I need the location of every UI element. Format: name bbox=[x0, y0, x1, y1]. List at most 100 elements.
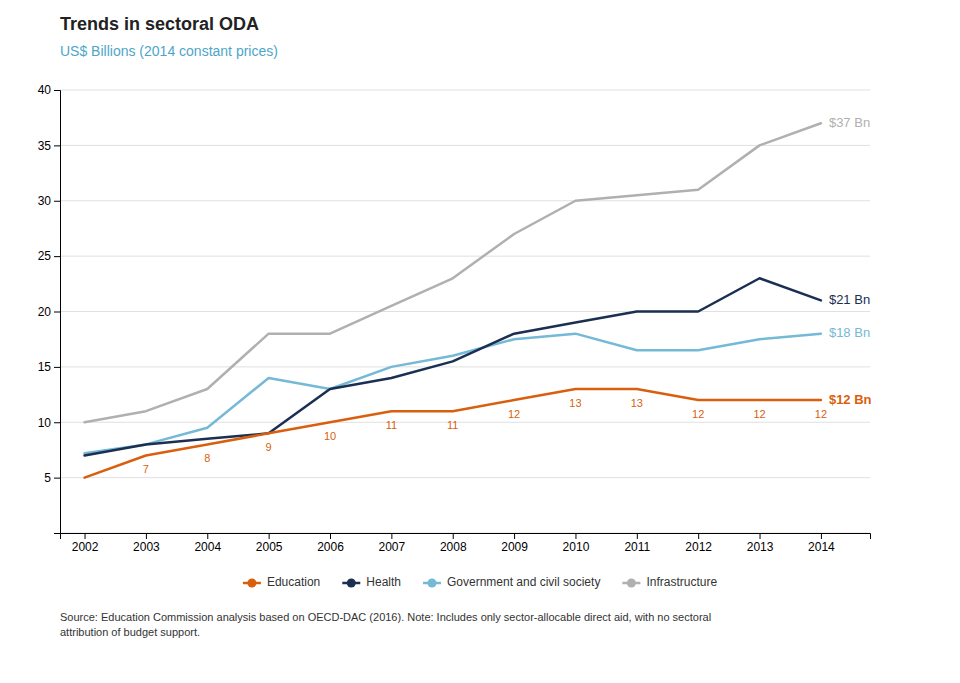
legend-label: Government and civil society bbox=[447, 575, 600, 589]
x-tick-mark bbox=[85, 533, 86, 539]
x-tick-label: 2005 bbox=[256, 540, 283, 554]
x-tick-label: 2003 bbox=[133, 540, 160, 554]
x-tick-label: 2010 bbox=[563, 540, 590, 554]
plot: 2002200320042005200620072008200920102011… bbox=[38, 83, 872, 553]
legend-label: Health bbox=[366, 575, 401, 589]
legend-item: Infrastructure bbox=[622, 575, 717, 589]
x-tick-mark bbox=[330, 533, 331, 539]
y-tick-mark bbox=[54, 90, 60, 91]
grid-line bbox=[60, 145, 870, 146]
x-tick-label: 2007 bbox=[379, 540, 406, 554]
y-tick-mark bbox=[54, 201, 60, 202]
lines bbox=[85, 123, 821, 477]
x-tick: 2006 bbox=[317, 533, 344, 554]
x-tick-mark bbox=[453, 533, 454, 539]
y-tick-label: 15 bbox=[38, 360, 52, 374]
title: Trends in sectoral ODA bbox=[60, 14, 259, 34]
y-tick-mark bbox=[54, 478, 60, 479]
y-tick: 15 bbox=[38, 360, 60, 374]
y-axis: 5 10 15 20 25 30 35 40 bbox=[38, 83, 61, 533]
grid-line bbox=[60, 200, 870, 201]
x-tick-label: 2014 bbox=[808, 540, 835, 554]
x-tick-mark bbox=[637, 533, 638, 539]
x-tick: 2011 bbox=[624, 533, 650, 554]
x-tick-label: 2002 bbox=[72, 540, 99, 554]
data-label: 11 bbox=[386, 419, 397, 431]
y-tick-mark bbox=[54, 533, 60, 534]
end-label: $12 Bn bbox=[829, 392, 872, 407]
data-label: 12 bbox=[815, 408, 827, 420]
y-tick-label: 20 bbox=[38, 305, 52, 319]
legend-label: Education bbox=[267, 575, 320, 589]
data-label: 12 bbox=[692, 408, 704, 420]
grid bbox=[60, 90, 870, 533]
data-label: 13 bbox=[569, 397, 581, 409]
legend-label: Infrastructure bbox=[646, 575, 717, 589]
x-tick-mark bbox=[146, 533, 147, 539]
x-tick: 2005 bbox=[256, 533, 283, 554]
y-tick-label: 30 bbox=[38, 194, 52, 208]
x-tick-label: 2006 bbox=[317, 540, 344, 554]
x-tick: 2003 bbox=[133, 533, 160, 554]
data-label: 7 bbox=[143, 463, 149, 475]
subtitle: US$ Billions (2014 constant prices) bbox=[60, 43, 278, 59]
data-label: 12 bbox=[753, 408, 765, 420]
x-tick-mark bbox=[391, 533, 392, 539]
series-line bbox=[85, 334, 821, 454]
y-tick bbox=[54, 533, 60, 534]
x-tick-mark bbox=[207, 533, 208, 539]
x-tick: 2013 bbox=[747, 533, 774, 554]
source-line: attribution of budget support. bbox=[60, 626, 200, 638]
annotations: $12 Bn $21 Bn $18 Bn $37 Bn bbox=[829, 115, 872, 407]
legend-swatch-dot bbox=[427, 579, 436, 588]
x-tick: 2014 bbox=[808, 533, 835, 554]
series-line bbox=[85, 389, 821, 478]
grid-line bbox=[60, 366, 870, 367]
x-tick: 2008 bbox=[440, 533, 467, 554]
y-tick-label: 10 bbox=[38, 416, 52, 430]
legend-swatch-dot bbox=[627, 579, 636, 588]
x-tick-label: 2008 bbox=[440, 540, 467, 554]
y-tick: 10 bbox=[38, 416, 60, 430]
y-tick: 5 bbox=[44, 471, 60, 485]
x-tick-mark bbox=[821, 533, 822, 539]
y-tick: 30 bbox=[38, 194, 60, 208]
legend-item: Education bbox=[243, 575, 320, 589]
grid-line bbox=[60, 90, 870, 91]
y-tick-mark bbox=[54, 145, 60, 146]
y-tick: 35 bbox=[38, 139, 60, 153]
x-tick: 2007 bbox=[379, 533, 406, 554]
legend-swatch-dot bbox=[347, 579, 356, 588]
x-tick: 2002 bbox=[72, 533, 99, 554]
end-label: $37 Bn bbox=[829, 115, 870, 130]
grid-line bbox=[60, 311, 870, 312]
data-label: 11 bbox=[447, 419, 458, 431]
legend: Education Health Government and civil soci… bbox=[243, 575, 717, 589]
source-line: Source: Education Commission analysis ba… bbox=[60, 611, 711, 623]
x-tick-label: 2011 bbox=[624, 540, 650, 554]
end-label: $21 Bn bbox=[829, 292, 870, 307]
y-tick-mark bbox=[54, 312, 60, 313]
chart: Trends in sectoral ODA US$ Billions (2014… bbox=[0, 0, 960, 683]
y-tick: 40 bbox=[38, 83, 60, 97]
end-label: $18 Bn bbox=[829, 325, 870, 340]
x-axis-line bbox=[61, 534, 871, 540]
x-tick-mark bbox=[514, 533, 515, 539]
series-line bbox=[85, 278, 821, 455]
y-axis-line bbox=[54, 91, 61, 534]
x-tick-label: 2012 bbox=[685, 540, 712, 554]
legend-item: Health bbox=[342, 575, 401, 589]
x-tick-mark bbox=[760, 533, 761, 539]
x-tick-label: 2009 bbox=[501, 540, 528, 554]
y-tick-mark bbox=[54, 256, 60, 257]
grid-line bbox=[60, 256, 870, 257]
y-tick-label: 40 bbox=[38, 83, 52, 97]
source: Source: Education Commission analysis ba… bbox=[60, 611, 711, 638]
data-label: 9 bbox=[266, 441, 272, 453]
grid-line bbox=[60, 477, 870, 478]
data-label: 13 bbox=[631, 397, 643, 409]
y-tick-mark bbox=[54, 367, 60, 368]
y-tick-label: 25 bbox=[38, 249, 52, 263]
data-labels: 789101111121313121212 bbox=[143, 397, 827, 475]
x-tick: 2010 bbox=[563, 533, 590, 554]
